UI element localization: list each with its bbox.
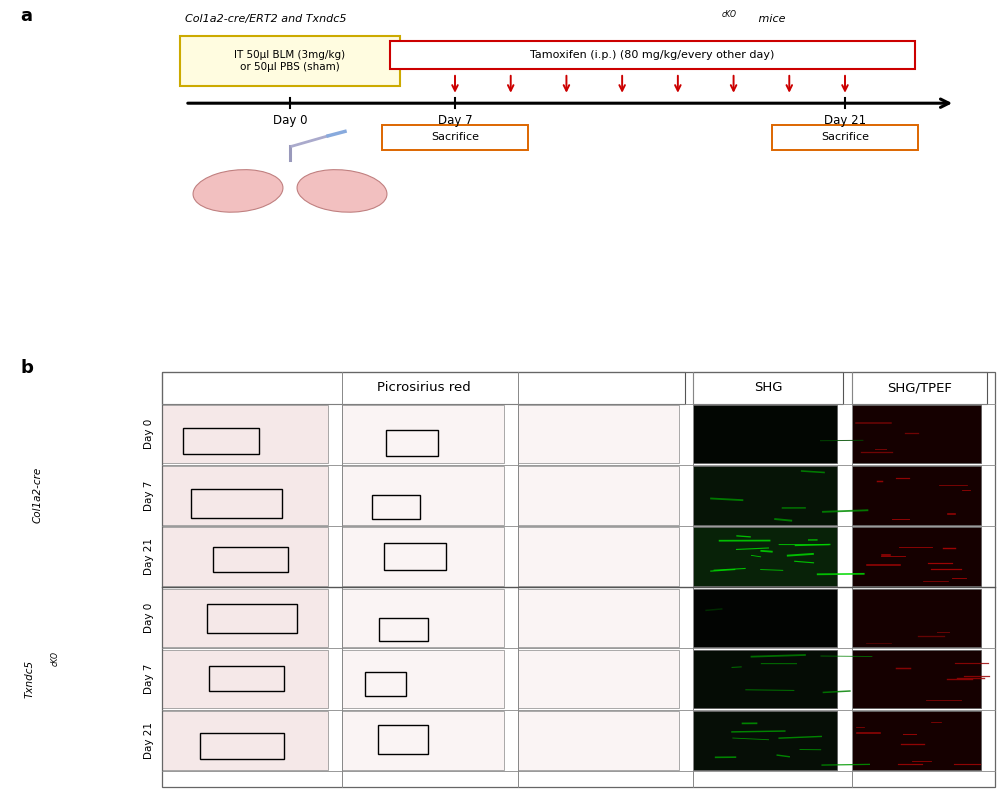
Text: Tamoxifen (i.p.) (80 mg/kg/every other day): Tamoxifen (i.p.) (80 mg/kg/every other d… [530, 50, 774, 60]
Text: Day 21: Day 21 [144, 722, 154, 758]
Bar [200, 733, 284, 759]
Text: Day 0: Day 0 [273, 114, 307, 126]
FancyBboxPatch shape [518, 405, 679, 463]
FancyBboxPatch shape [693, 527, 837, 586]
FancyBboxPatch shape [852, 372, 987, 403]
FancyBboxPatch shape [518, 466, 679, 525]
FancyBboxPatch shape [180, 36, 400, 86]
FancyBboxPatch shape [852, 589, 981, 647]
Text: cKO: cKO [722, 10, 737, 18]
FancyBboxPatch shape [382, 125, 528, 150]
Text: Sacrifice: Sacrifice [821, 132, 869, 142]
Ellipse shape [193, 170, 283, 212]
Bar [372, 495, 420, 518]
FancyBboxPatch shape [162, 589, 328, 647]
Text: Sacrifice: Sacrifice [431, 132, 479, 142]
FancyBboxPatch shape [342, 711, 504, 770]
Text: Day 7: Day 7 [144, 664, 154, 694]
Bar [209, 666, 284, 691]
Text: SHG/TPEF: SHG/TPEF [887, 382, 952, 394]
Bar [213, 547, 288, 572]
Bar [207, 604, 297, 633]
FancyBboxPatch shape [693, 372, 843, 403]
Text: Day 0: Day 0 [144, 602, 154, 633]
Bar [191, 489, 282, 518]
Bar [384, 543, 446, 570]
Text: SHG: SHG [754, 382, 782, 394]
FancyBboxPatch shape [162, 711, 328, 770]
Text: Day 21: Day 21 [824, 114, 866, 126]
FancyBboxPatch shape [693, 466, 837, 525]
FancyBboxPatch shape [518, 711, 679, 770]
FancyBboxPatch shape [772, 125, 918, 150]
Text: Txndc5: Txndc5 [25, 660, 35, 698]
FancyBboxPatch shape [342, 527, 504, 586]
Text: Day 7: Day 7 [438, 114, 472, 126]
FancyBboxPatch shape [852, 650, 981, 708]
FancyBboxPatch shape [852, 405, 981, 463]
FancyBboxPatch shape [162, 527, 328, 586]
FancyBboxPatch shape [518, 527, 679, 586]
Text: IT 50μl BLM (3mg/kg)
or 50μl PBS (sham): IT 50μl BLM (3mg/kg) or 50μl PBS (sham) [234, 50, 346, 72]
FancyBboxPatch shape [342, 650, 504, 708]
FancyBboxPatch shape [162, 650, 328, 708]
FancyBboxPatch shape [342, 405, 504, 463]
FancyBboxPatch shape [693, 711, 837, 770]
Text: Col1a2-cre: Col1a2-cre [33, 467, 43, 523]
FancyBboxPatch shape [852, 711, 981, 770]
FancyBboxPatch shape [693, 589, 837, 647]
Bar [365, 672, 406, 697]
Text: Day 0: Day 0 [144, 419, 154, 450]
Bar [162, 372, 995, 786]
FancyBboxPatch shape [693, 405, 837, 463]
Text: Picrosirius red: Picrosirius red [377, 382, 470, 394]
Bar [183, 428, 259, 454]
Bar [378, 725, 428, 754]
Bar [386, 430, 438, 456]
FancyBboxPatch shape [162, 372, 685, 403]
FancyBboxPatch shape [390, 41, 915, 69]
FancyBboxPatch shape [852, 466, 981, 525]
Ellipse shape [297, 170, 387, 212]
Bar [379, 618, 428, 641]
FancyBboxPatch shape [162, 405, 328, 463]
Text: mice: mice [755, 14, 786, 24]
Text: cKO: cKO [51, 651, 60, 666]
FancyBboxPatch shape [162, 466, 328, 525]
FancyBboxPatch shape [518, 589, 679, 647]
FancyBboxPatch shape [693, 650, 837, 708]
Text: Day 7: Day 7 [144, 480, 154, 510]
FancyBboxPatch shape [518, 650, 679, 708]
Text: b: b [20, 358, 33, 377]
FancyBboxPatch shape [852, 527, 981, 586]
FancyBboxPatch shape [342, 589, 504, 647]
Text: Day 21: Day 21 [144, 538, 154, 575]
Text: Col1a2-cre/ERT2 and Txndc5: Col1a2-cre/ERT2 and Txndc5 [185, 14, 347, 24]
FancyBboxPatch shape [342, 466, 504, 525]
Text: a: a [20, 7, 32, 25]
